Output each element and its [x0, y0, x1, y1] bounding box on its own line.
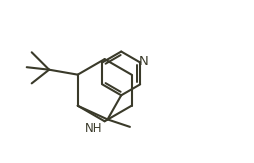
Text: N: N [138, 55, 148, 68]
Text: NH: NH [85, 122, 103, 135]
